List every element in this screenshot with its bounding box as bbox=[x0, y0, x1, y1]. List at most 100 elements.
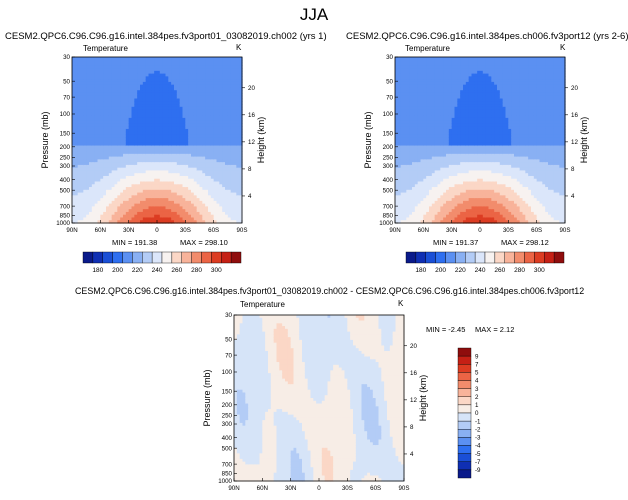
field-cell bbox=[83, 159, 87, 163]
field-cell bbox=[420, 211, 424, 216]
field-cell bbox=[202, 142, 206, 147]
field-cell bbox=[103, 178, 107, 183]
field-cell bbox=[128, 68, 133, 72]
field-cell bbox=[423, 164, 427, 169]
field-cell bbox=[111, 140, 116, 144]
field-cell bbox=[409, 73, 413, 77]
field-cell bbox=[145, 153, 150, 158]
field-cell bbox=[191, 214, 195, 219]
field-cell bbox=[397, 115, 402, 119]
field-cell bbox=[97, 137, 101, 141]
field-cell bbox=[123, 87, 127, 91]
x-tick-label: 90S bbox=[236, 227, 247, 234]
field-cell bbox=[395, 142, 399, 147]
field-cell bbox=[448, 214, 453, 219]
field-cell bbox=[97, 217, 101, 221]
field-cell bbox=[142, 206, 147, 210]
field-cell bbox=[403, 128, 407, 133]
field-cell bbox=[125, 126, 130, 130]
field-cell bbox=[179, 192, 184, 196]
field-cell bbox=[185, 151, 189, 155]
field-cell bbox=[409, 206, 413, 210]
field-cell bbox=[86, 184, 90, 188]
field-cell bbox=[426, 68, 430, 72]
field-cell bbox=[213, 90, 218, 94]
field-cell bbox=[114, 65, 118, 69]
field-cell bbox=[426, 120, 430, 124]
field-cell bbox=[216, 81, 220, 86]
field-cell bbox=[125, 128, 130, 133]
field-cell bbox=[414, 164, 419, 169]
field-cell bbox=[233, 156, 237, 160]
field-cell bbox=[216, 134, 220, 138]
field-cell bbox=[114, 92, 118, 97]
field-cell bbox=[74, 112, 79, 116]
field-cell bbox=[179, 167, 184, 172]
field-cell bbox=[77, 198, 82, 202]
field-cell bbox=[148, 198, 152, 202]
field-cell bbox=[414, 123, 419, 127]
field-cell bbox=[134, 187, 138, 191]
field-cell bbox=[159, 178, 164, 183]
field-cell bbox=[193, 151, 198, 155]
field-cell bbox=[395, 148, 399, 152]
field-cell bbox=[151, 137, 155, 141]
field-cell bbox=[157, 81, 161, 86]
field-cell bbox=[395, 167, 399, 172]
field-cell bbox=[185, 126, 189, 130]
field-cell bbox=[185, 184, 189, 188]
field-cell bbox=[154, 209, 158, 213]
field-cell bbox=[165, 178, 169, 183]
field-cell bbox=[91, 148, 96, 152]
field-cell bbox=[117, 164, 121, 169]
field-cell bbox=[137, 145, 141, 149]
field-cell bbox=[420, 162, 424, 166]
field-cell bbox=[159, 217, 164, 221]
field-cell bbox=[434, 106, 439, 111]
field-cell bbox=[412, 214, 416, 219]
field-cell bbox=[395, 57, 399, 61]
field-cell bbox=[74, 167, 79, 172]
field-cell bbox=[196, 137, 201, 141]
field-cell bbox=[89, 178, 93, 183]
field-cell bbox=[108, 106, 113, 111]
field-cell bbox=[414, 170, 419, 174]
field-cell bbox=[80, 217, 84, 221]
field-cell bbox=[205, 117, 209, 122]
field-cell bbox=[111, 209, 116, 213]
field-cell bbox=[91, 134, 96, 138]
field-cell bbox=[395, 65, 399, 69]
field-cell bbox=[236, 131, 240, 136]
field-cell bbox=[174, 115, 178, 119]
field-cell bbox=[414, 115, 419, 119]
field-cell bbox=[125, 84, 130, 89]
field-cell bbox=[437, 156, 441, 160]
field-cell bbox=[437, 65, 441, 69]
field-cell bbox=[454, 90, 458, 94]
field-cell bbox=[142, 178, 147, 183]
field-cell bbox=[216, 148, 220, 152]
field-cell bbox=[176, 217, 181, 221]
field-cell bbox=[236, 173, 240, 177]
field-cell bbox=[227, 151, 232, 155]
field-cell bbox=[151, 123, 155, 127]
field-cell bbox=[412, 92, 416, 97]
field-cell bbox=[72, 214, 76, 219]
field-cell bbox=[406, 220, 410, 224]
field-cell bbox=[72, 76, 76, 80]
field-cell bbox=[86, 151, 90, 155]
field-cell bbox=[94, 162, 99, 166]
field-cell bbox=[120, 181, 124, 185]
field-cell bbox=[406, 162, 410, 166]
field-cell bbox=[123, 98, 127, 102]
field-cell bbox=[213, 109, 218, 113]
field-cell bbox=[94, 109, 99, 113]
field-cell bbox=[159, 192, 164, 196]
field-cell bbox=[199, 134, 203, 138]
field-cell bbox=[230, 148, 235, 152]
field-cell bbox=[131, 76, 135, 80]
field-cell bbox=[403, 101, 407, 105]
field-cell bbox=[208, 203, 212, 207]
field-cell bbox=[157, 206, 161, 210]
field-cell bbox=[431, 137, 436, 141]
